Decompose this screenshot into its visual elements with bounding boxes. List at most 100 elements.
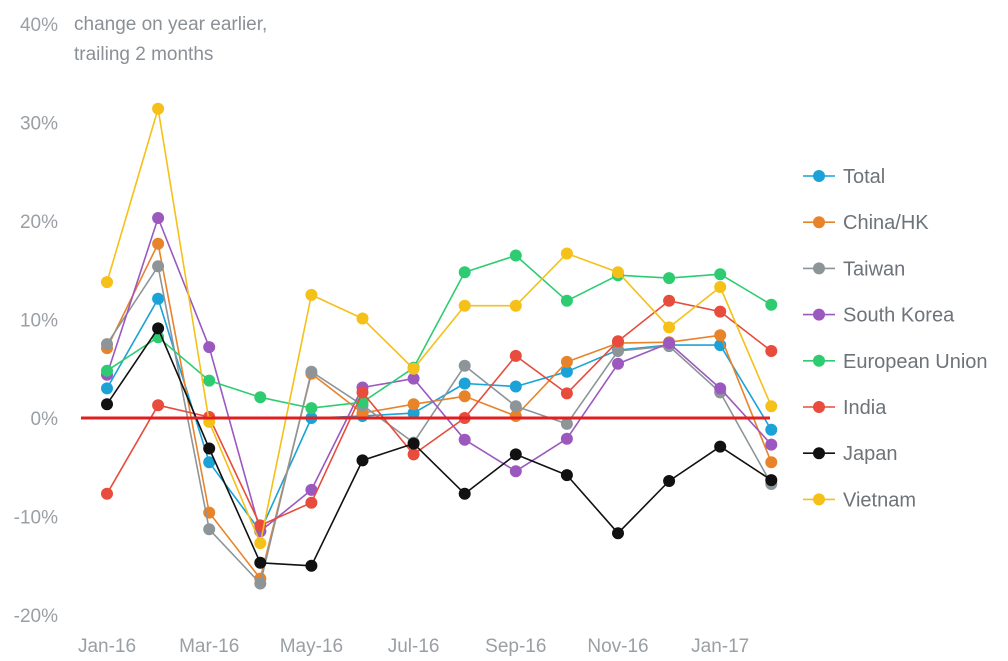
data-point-total <box>152 292 165 305</box>
data-point-vietnam <box>714 281 727 293</box>
legend-item-european-union: European Union <box>803 351 988 373</box>
data-point-vietnam <box>509 299 522 312</box>
y-tick-label: 10% <box>20 311 58 332</box>
data-point-south-korea <box>509 465 522 478</box>
legend-item-taiwan: Taiwan <box>803 258 905 280</box>
data-point-india <box>765 345 778 357</box>
data-point-vietnam <box>560 247 573 260</box>
legend-label: China/HK <box>843 212 929 234</box>
data-point-taiwan <box>560 417 573 430</box>
data-point-japan <box>305 559 318 572</box>
data-point-vietnam <box>305 288 318 301</box>
data-point-japan <box>152 322 165 335</box>
legend-label: European Union <box>843 351 988 373</box>
data-point-india <box>152 399 165 412</box>
data-point-south-korea <box>458 433 471 446</box>
data-point-total <box>101 382 113 395</box>
y-tick-label: 30% <box>20 114 58 135</box>
data-point-japan <box>714 440 727 453</box>
data-point-european-union <box>305 402 318 415</box>
data-point-vietnam <box>356 312 369 325</box>
legend-marker <box>813 262 825 275</box>
y-tick-label: 40% <box>20 15 58 36</box>
data-point-china-hk <box>765 456 778 469</box>
x-tick-label: May-16 <box>280 636 343 657</box>
series-taiwan <box>101 260 778 590</box>
legend-label: South Korea <box>843 305 955 327</box>
legend-item-south-korea: South Korea <box>803 305 955 327</box>
data-point-china-hk <box>152 237 165 250</box>
legend-item-vietnam: Vietnam <box>803 489 916 511</box>
data-point-total <box>765 423 778 436</box>
x-tick-label: Sep-16 <box>485 636 546 657</box>
data-point-india <box>714 305 727 318</box>
data-point-india <box>560 387 573 400</box>
data-point-south-korea <box>765 438 778 451</box>
data-point-japan <box>254 556 267 569</box>
data-point-vietnam <box>152 102 165 115</box>
legend-label: Japan <box>843 443 898 465</box>
data-point-european-union <box>714 268 727 281</box>
legend-marker <box>813 170 825 182</box>
data-point-japan <box>356 454 369 467</box>
data-point-japan <box>101 398 113 411</box>
series-line-european-union <box>106 254 772 409</box>
legend-item-china-hk: China/HK <box>803 212 929 234</box>
y-tick-label: 0% <box>31 409 59 430</box>
data-point-european-union <box>101 364 113 377</box>
y-tick-label: 20% <box>20 212 58 233</box>
series-india <box>101 294 778 532</box>
data-point-total <box>407 407 420 420</box>
data-point-vietnam <box>254 537 267 550</box>
series-china-hk <box>101 237 778 585</box>
data-point-european-union <box>203 374 216 387</box>
data-point-south-korea <box>560 432 573 445</box>
data-point-south-korea <box>203 341 216 354</box>
legend-item-japan: Japan <box>803 443 898 465</box>
data-point-vietnam <box>663 321 676 334</box>
data-point-india <box>509 349 522 362</box>
series-vietnam <box>101 102 778 550</box>
data-point-european-union <box>765 298 778 311</box>
data-point-japan <box>458 487 471 500</box>
data-point-south-korea <box>305 483 318 496</box>
legend-label: Taiwan <box>843 258 905 280</box>
series-line-vietnam <box>106 107 773 544</box>
series-japan <box>101 322 778 572</box>
data-point-european-union <box>663 272 676 285</box>
data-point-total <box>509 380 522 393</box>
data-point-japan <box>612 527 624 540</box>
data-point-vietnam <box>612 266 624 279</box>
series-line-japan <box>106 327 772 567</box>
legend-label: India <box>843 397 887 419</box>
data-point-total <box>203 456 216 469</box>
data-point-european-union <box>458 266 471 279</box>
legend: Total China/HK Taiwan South Korea European U… <box>803 166 988 511</box>
x-tick-label: Nov-16 <box>587 636 648 657</box>
data-point-south-korea <box>663 337 676 350</box>
legend-label: Total <box>843 166 885 188</box>
data-point-european-union <box>254 391 267 404</box>
data-point-japan <box>765 474 778 487</box>
data-point-vietnam <box>765 400 778 413</box>
data-point-taiwan <box>101 338 113 351</box>
data-point-china-hk <box>458 390 471 403</box>
data-point-japan <box>663 475 676 487</box>
legend-marker <box>813 493 825 506</box>
data-point-taiwan <box>254 577 267 590</box>
legend-item-total: Total <box>803 166 885 188</box>
x-tick-label: Jan-16 <box>78 636 136 657</box>
legend-item-india: India <box>803 397 887 419</box>
data-point-japan <box>560 469 573 482</box>
data-point-china-hk <box>560 355 573 368</box>
series-layer <box>101 102 778 590</box>
legend-marker <box>813 447 825 460</box>
data-point-india <box>663 294 676 307</box>
data-point-european-union <box>509 249 522 262</box>
data-point-south-korea <box>612 357 624 370</box>
data-point-china-hk <box>407 398 420 411</box>
data-point-south-korea <box>714 382 727 395</box>
x-tick-label: Jul-16 <box>388 636 440 657</box>
data-point-taiwan <box>305 365 318 378</box>
data-point-japan <box>509 448 522 461</box>
